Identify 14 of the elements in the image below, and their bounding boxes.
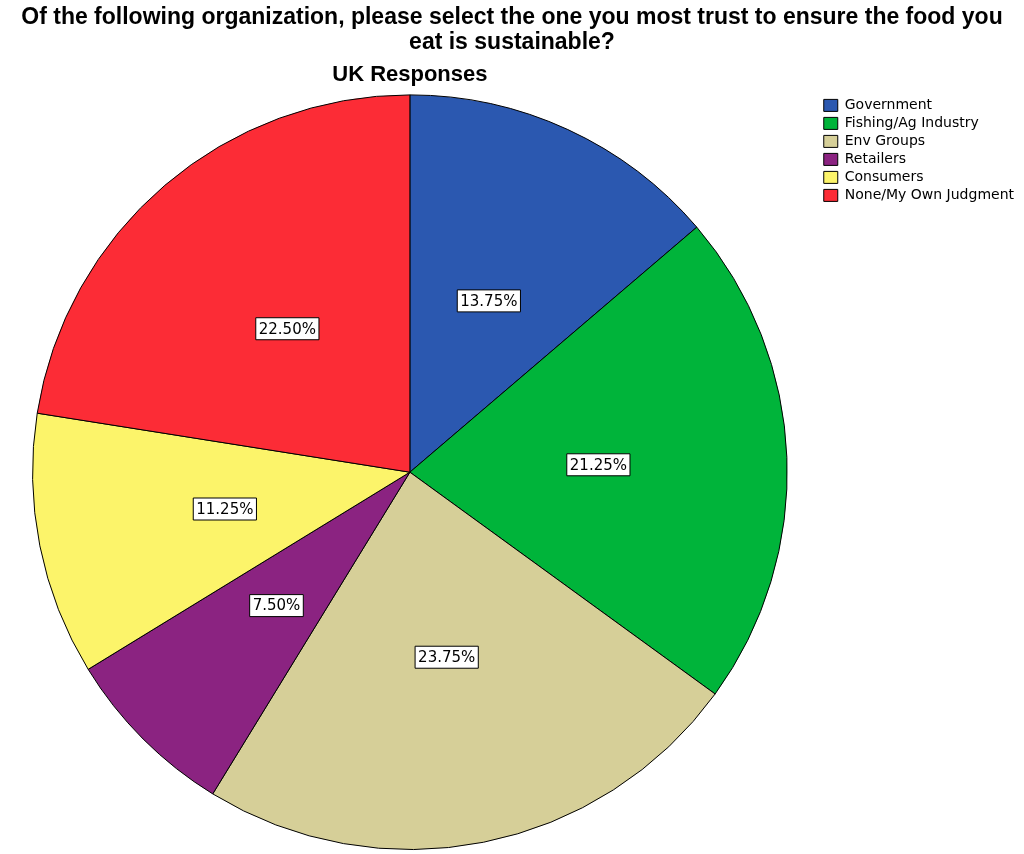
chart-title: Of the following organization, please select the one you most trust to ensure the food you eat is sustainable? <box>20 3 1004 56</box>
data-label: 7.50% <box>252 596 301 615</box>
data-label: 13.75% <box>460 291 518 310</box>
data-label: 22.50% <box>258 319 316 338</box>
legend-label: Env Groups <box>844 132 926 149</box>
legend-label: None/My Own Judgment <box>844 186 1015 203</box>
data-label: 23.75% <box>418 648 476 667</box>
legend-label: Fishing/Ag Industry <box>844 114 979 131</box>
data-label: 11.25% <box>196 499 254 518</box>
chart-subtitle: UK Responses <box>332 61 488 87</box>
legend-label: Consumers <box>844 168 924 185</box>
legend-label: Retailers <box>844 150 906 167</box>
data-label: 21.25% <box>569 455 627 474</box>
legend-label: Government <box>844 96 933 113</box>
